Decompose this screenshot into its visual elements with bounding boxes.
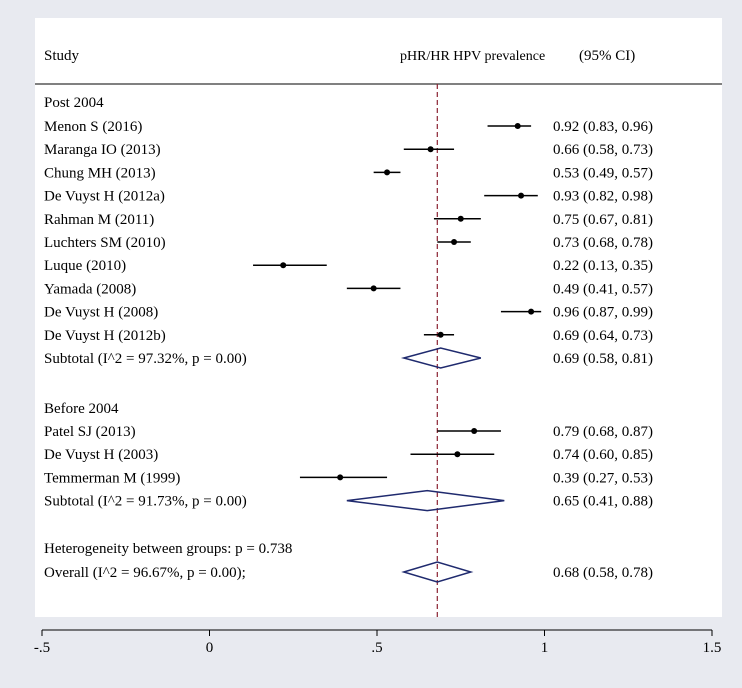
overall-label: Overall (I^2 = 96.67%, p = 0.00);	[44, 565, 246, 581]
group-title: Before 2004	[44, 401, 119, 417]
x-tick-label: 0	[206, 640, 214, 656]
estimate-text: 0.22 (0.13, 0.35)	[553, 258, 653, 274]
x-tick-label: 1	[541, 640, 549, 656]
study-label: Maranga IO (2013)	[44, 142, 161, 158]
header-effect: pHR/HR HPV prevalence	[400, 49, 545, 64]
point-estimate	[337, 474, 344, 481]
estimate-text: 0.69 (0.64, 0.73)	[553, 328, 653, 344]
point-estimate	[451, 239, 458, 245]
study-label: Yamada (2008)	[44, 281, 136, 297]
point-estimate	[471, 428, 478, 434]
x-tick-label: 1.5	[703, 640, 722, 656]
study-label: Luque (2010)	[44, 258, 126, 274]
point-estimate	[514, 123, 521, 129]
subtotal-label: Subtotal (I^2 = 91.73%, p = 0.00)	[44, 494, 247, 510]
overall-estimate: 0.68 (0.58, 0.78)	[553, 565, 653, 581]
estimate-text: 0.93 (0.82, 0.98)	[553, 189, 653, 205]
point-estimate	[457, 215, 464, 222]
study-label: Temmerman M (1999)	[44, 470, 180, 486]
subtotal-estimate: 0.65 (0.41, 0.88)	[553, 494, 653, 510]
study-label: De Vuyst H (2003)	[44, 447, 158, 463]
estimate-text: 0.75 (0.67, 0.81)	[553, 212, 653, 228]
subtotal-label: Subtotal (I^2 = 97.32%, p = 0.00)	[44, 351, 247, 367]
plot-panel	[35, 18, 722, 617]
estimate-text: 0.79 (0.68, 0.87)	[553, 424, 653, 440]
point-estimate	[370, 285, 377, 292]
estimate-text: 0.66 (0.58, 0.73)	[553, 142, 653, 158]
x-tick-label: .5	[371, 640, 382, 656]
header-ci: (95% CI)	[579, 48, 635, 64]
point-estimate	[280, 262, 287, 269]
study-label: De Vuyst H (2012b)	[44, 328, 166, 344]
study-label: Rahman M (2011)	[44, 212, 154, 228]
study-label: Patel SJ (2013)	[44, 424, 136, 440]
study-label: De Vuyst H (2012a)	[44, 189, 165, 205]
subtotal-diamond	[346, 489, 505, 512]
header-study: Study	[44, 48, 80, 64]
point-estimate	[518, 192, 525, 199]
point-estimate	[427, 146, 434, 153]
subtotal-diamond	[400, 347, 482, 369]
study-label: Chung MH (2013)	[44, 165, 156, 181]
overall-diamond	[401, 561, 474, 583]
estimate-text: 0.39 (0.27, 0.53)	[553, 470, 653, 486]
estimate-text: 0.49 (0.41, 0.57)	[553, 281, 653, 297]
point-estimate	[437, 331, 444, 338]
x-tick-label: -.5	[34, 640, 50, 656]
study-label: De Vuyst H (2008)	[44, 305, 158, 321]
estimate-text: 0.73 (0.68, 0.78)	[553, 235, 653, 251]
estimate-text: 0.53 (0.49, 0.57)	[553, 165, 653, 181]
estimate-text: 0.74 (0.60, 0.85)	[553, 447, 653, 463]
group-title: Post 2004	[44, 95, 104, 111]
point-estimate	[528, 308, 535, 315]
study-label: Luchters SM (2010)	[44, 235, 166, 251]
study-label: Menon S (2016)	[44, 119, 142, 135]
subtotal-estimate: 0.69 (0.58, 0.81)	[553, 351, 653, 367]
heterogeneity-text: Heterogeneity between groups: p = 0.738	[44, 541, 292, 557]
point-estimate	[454, 451, 461, 458]
estimate-text: 0.96 (0.87, 0.99)	[553, 305, 653, 321]
point-estimate	[384, 169, 391, 176]
estimate-text: 0.92 (0.83, 0.96)	[553, 119, 653, 135]
